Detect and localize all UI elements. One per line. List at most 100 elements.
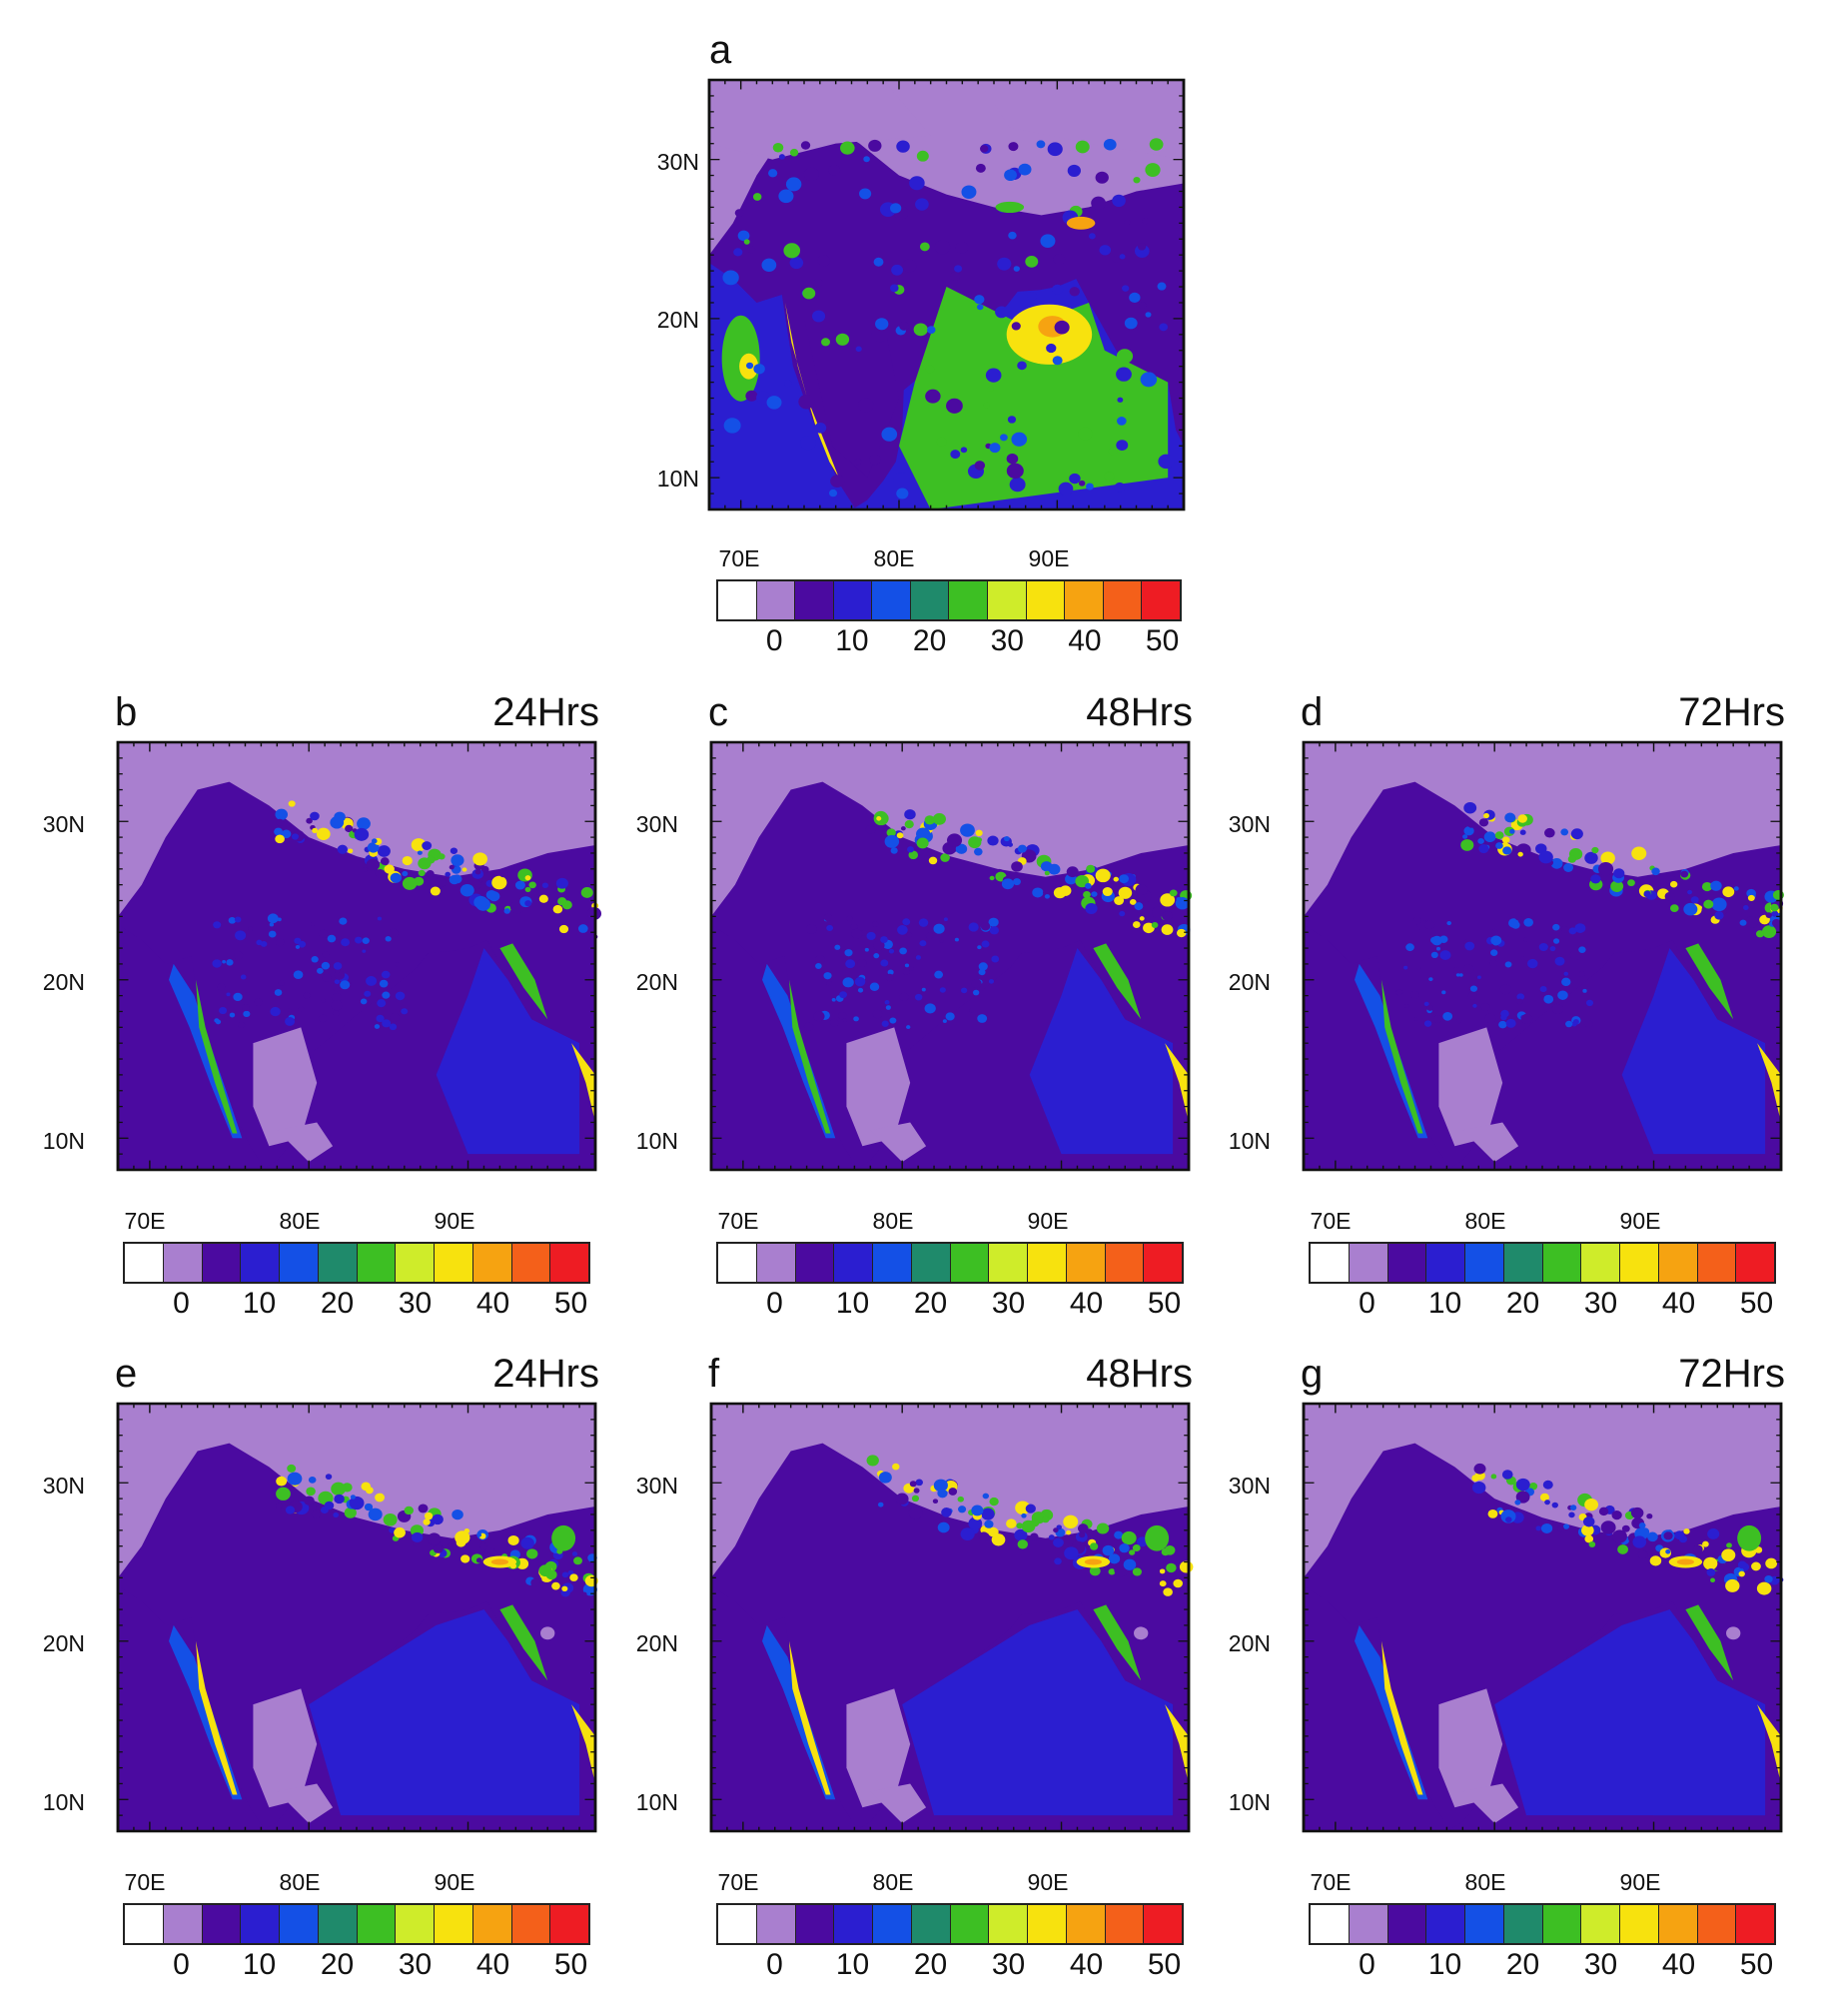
map-rain-cell xyxy=(472,852,487,866)
map-rain-cell xyxy=(1584,1020,1593,1028)
map-rain-cell xyxy=(1598,1507,1609,1516)
map-rain-cell xyxy=(924,815,935,825)
map-rain-cell xyxy=(1631,846,1647,861)
map-rain-cell xyxy=(1066,866,1079,878)
map-rain-cell xyxy=(915,955,922,960)
map-rain-cell xyxy=(394,1526,406,1538)
map-rain-cell xyxy=(325,1474,333,1481)
map-peninsula-dry xyxy=(846,1688,911,1808)
lon-label-90e: 90E xyxy=(1028,545,1070,571)
map-rain-cell xyxy=(1523,917,1534,927)
map-rain-cell xyxy=(1011,322,1021,331)
map-svg xyxy=(1302,1402,1784,1833)
map-rain-cell xyxy=(908,1507,923,1519)
map-rain-cell xyxy=(274,989,283,996)
colorbar-tick-label: 20 xyxy=(1505,1287,1540,1320)
colorbar-box xyxy=(718,1244,757,1282)
map-rain-cell xyxy=(1490,1474,1497,1480)
colorbar-box xyxy=(1658,1244,1698,1282)
colorbar-box xyxy=(910,581,950,619)
map-rain-cell xyxy=(1467,991,1477,1000)
map-rain-cell xyxy=(517,868,532,882)
map-rain-cell xyxy=(1430,951,1438,959)
map-rain-cell xyxy=(1550,858,1563,869)
map-rain-cell xyxy=(288,800,296,807)
map-rain-cell xyxy=(885,1005,891,1010)
colorbar-box xyxy=(202,1905,242,1943)
map-rain-cell xyxy=(1771,910,1779,917)
map-rain-cell xyxy=(449,864,455,870)
map-rain-cell xyxy=(977,945,982,950)
colorbar xyxy=(1309,1903,1776,1945)
map-rain-cell xyxy=(1151,922,1159,928)
map-rain-cell xyxy=(1489,959,1498,967)
map-rain-cell xyxy=(987,386,994,392)
map-rain-cell xyxy=(1600,1520,1616,1534)
map-rain-cell xyxy=(334,1494,345,1505)
map-rain-cell xyxy=(1726,1542,1732,1548)
map-rain-cell xyxy=(1508,918,1519,928)
map-rain-cell xyxy=(344,1507,357,1518)
map-rain-cell xyxy=(332,1010,340,1017)
panel-time: 24Hrs xyxy=(492,690,599,734)
lon-label-70e: 70E xyxy=(1310,1869,1352,1895)
map-rain-cell xyxy=(382,1019,392,1028)
map-rain-cell xyxy=(904,809,916,820)
map-rain-cell xyxy=(1435,946,1441,951)
map-rain-cell xyxy=(1638,1521,1646,1529)
lon-label-70e: 70E xyxy=(124,1208,166,1234)
map-rain-cell xyxy=(1102,1544,1115,1556)
map-rain-cell xyxy=(842,1018,847,1022)
map-rain-cell xyxy=(1014,1528,1028,1541)
map-rain-cell xyxy=(1582,1516,1595,1527)
map-rain-cell xyxy=(872,1009,883,1019)
map-rain-cell xyxy=(975,163,986,173)
map-rain-cell xyxy=(1089,1565,1101,1576)
colorbar-box xyxy=(1387,1905,1427,1943)
map-rain-cell xyxy=(285,1506,296,1514)
map-rain-cell xyxy=(1509,828,1515,834)
map-rain-cell xyxy=(974,295,985,305)
map-rain-cell xyxy=(857,987,864,993)
map-rain-cell xyxy=(734,209,744,218)
map-rain-cell xyxy=(877,1502,884,1508)
map-sri-lanka xyxy=(870,1122,927,1163)
map-rain-cell xyxy=(1089,1542,1099,1550)
map-rain-cell xyxy=(260,940,268,947)
colorbar-ticks: 0 10 20 30 40 50 xyxy=(716,1949,1184,1983)
lon-label-80e: 80E xyxy=(1464,1208,1506,1234)
map-rain-cell xyxy=(1017,844,1027,853)
map-rain-cell xyxy=(275,1503,283,1510)
map-rain-cell xyxy=(1770,903,1779,912)
map-rain-cell xyxy=(943,917,948,922)
map-rain-cell xyxy=(364,990,372,997)
colorbar-box xyxy=(1465,1905,1504,1943)
map-rain-cell xyxy=(332,982,342,992)
map-rain-cell xyxy=(395,991,406,1001)
map-rain-cell xyxy=(1159,1568,1166,1574)
colorbar xyxy=(1309,1242,1776,1284)
panel-g: g 72Hrs 30N 20N 10N 70E 80E 90E 0 10 20 30 4… xyxy=(1186,1354,1785,1981)
map-rain-cell xyxy=(376,1014,385,1023)
map-rain-cell xyxy=(1584,1499,1599,1512)
lat-label-20n: 20N xyxy=(42,1630,85,1656)
colorbar-tick-label: 40 xyxy=(1069,1948,1104,1981)
colorbar-box xyxy=(318,1244,358,1282)
map-rain-cell xyxy=(1413,1017,1418,1021)
colorbar-tick-label: 0 xyxy=(766,1948,783,1981)
colorbar-box xyxy=(950,1905,990,1943)
map-rain-cell xyxy=(1562,1523,1570,1529)
colorbar-box xyxy=(1028,1905,1067,1943)
colorbar-tick-label: 0 xyxy=(173,1287,190,1320)
map-rain-cell xyxy=(1553,938,1560,944)
map-rain-cell xyxy=(991,1533,1006,1546)
map-rain-cell xyxy=(1591,846,1599,854)
map-rain-cell xyxy=(463,1528,470,1533)
map-rain-cell xyxy=(1669,880,1678,888)
map-rain-cell xyxy=(864,947,869,952)
panel-b: b 24Hrs 30N 20N 10N 70E 80E 90E 0 10 20 30 4… xyxy=(0,690,602,1320)
colorbar xyxy=(123,1903,590,1945)
map-rain-cell xyxy=(789,256,804,270)
map-rain-cell xyxy=(390,1012,400,1022)
colorbar-tick-label: 20 xyxy=(912,624,947,657)
